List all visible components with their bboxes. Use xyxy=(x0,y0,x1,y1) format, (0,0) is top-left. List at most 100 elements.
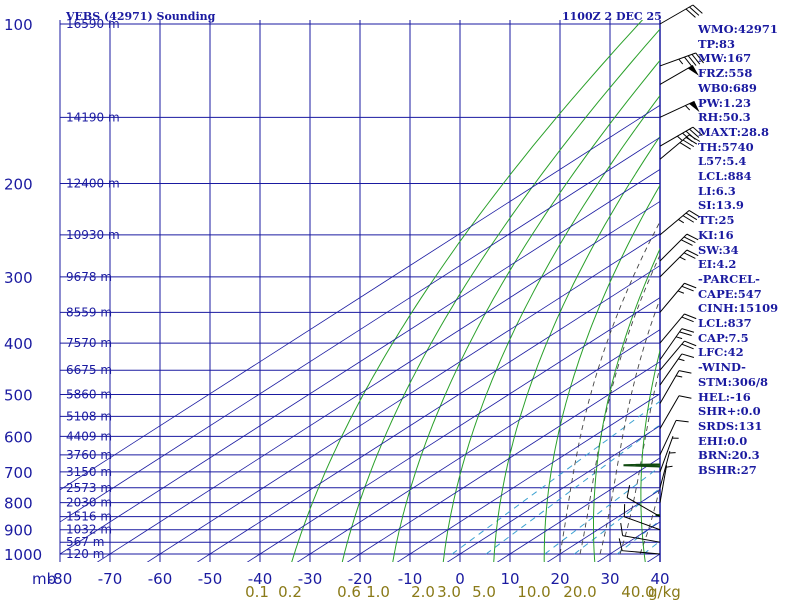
height-label: 10930 m xyxy=(66,228,120,242)
wind-barb-half-flag xyxy=(678,358,685,362)
temperature-tick-label: -10 xyxy=(398,570,423,588)
index-item: KI:16 xyxy=(698,227,734,242)
wind-barb xyxy=(659,313,697,344)
wind-barb-flag xyxy=(684,340,697,347)
wind-barb-flag xyxy=(681,353,695,359)
wind-barb-half-flag xyxy=(675,375,683,378)
wind-barb-staff xyxy=(622,535,661,543)
temperature-trace-line xyxy=(792,24,800,553)
wind-barb xyxy=(659,52,704,68)
wind-barb xyxy=(659,4,703,25)
height-label: 3760 m xyxy=(66,448,112,462)
temperature-tick-label: 10 xyxy=(500,570,519,588)
index-item: CAP:7.5 xyxy=(698,330,749,345)
wind-barb xyxy=(620,523,661,543)
skewed-isotherm xyxy=(496,457,660,562)
dry-adiabat-line xyxy=(543,184,660,562)
wind-barb-staff xyxy=(659,436,674,473)
height-label: 6675 m xyxy=(66,363,112,377)
skewed-isotherm xyxy=(60,104,660,491)
temperature-tick-label: 0 xyxy=(455,570,465,588)
wind-barb-flag xyxy=(684,313,697,320)
index-item: WMO:42971 xyxy=(698,22,778,36)
wind-barb-flag xyxy=(688,134,701,142)
index-item: TH:5740 xyxy=(698,139,754,154)
moist-adiabat-line xyxy=(599,297,660,555)
index-item: L57:5.4 xyxy=(698,154,747,169)
wind-barb xyxy=(659,436,679,473)
skewed-isotherm xyxy=(146,233,660,562)
index-item: -PARCEL- xyxy=(698,271,760,286)
wind-barb-staff xyxy=(659,328,683,361)
height-label: 1516 m xyxy=(66,510,112,524)
wind-barb xyxy=(659,395,692,429)
wind-barb-flag xyxy=(683,252,696,259)
height-label: 2573 m xyxy=(66,481,112,495)
dry-adiabat-line xyxy=(493,135,660,562)
stability-indices-panel: WMO:42971 TP:83 MW:167 FRZ:558 WB0:689 PW:1.2… xyxy=(698,22,778,478)
wind-barb-staff xyxy=(626,497,661,518)
height-label: 4409 m xyxy=(66,429,112,443)
wind-barb-flag xyxy=(682,215,695,223)
wind-barb-flag xyxy=(686,249,699,257)
wind-barb-staff xyxy=(659,100,695,118)
height-label: 8559 m xyxy=(66,305,112,319)
isotherm-lines xyxy=(60,104,660,562)
height-label: 567 m xyxy=(66,535,104,549)
skewed-isotherm xyxy=(296,329,660,562)
wind-barb-flag xyxy=(620,523,624,536)
pressure-tick-label: 400 xyxy=(4,335,33,353)
index-item: TT:25 xyxy=(698,213,735,228)
index-item: EI:4.2 xyxy=(698,257,737,272)
wind-barb-staff xyxy=(659,134,690,160)
height-label: 9678 m xyxy=(66,270,112,284)
pressure-tick-label: 200 xyxy=(4,176,33,194)
temperature-tick-label: 20 xyxy=(550,570,569,588)
wind-barb-flag xyxy=(689,6,700,16)
wind-barb-flag xyxy=(681,343,694,350)
parcel-trace-line xyxy=(792,66,800,553)
wind-barb-flag xyxy=(676,419,689,423)
mixing-ratio-label: 1.0 xyxy=(366,583,390,600)
index-item: STM:306/8 xyxy=(698,374,769,389)
index-item: BSHR:27 xyxy=(698,463,757,478)
index-item: TP:83 xyxy=(698,36,736,51)
wind-barb-staff xyxy=(659,210,690,236)
skewed-isotherm xyxy=(96,200,660,562)
wind-barb-flag xyxy=(684,282,697,289)
wind-barb-staff xyxy=(659,4,694,25)
height-label: 5108 m xyxy=(66,409,112,423)
index-item: SHR+:0.0 xyxy=(698,404,761,419)
wind-barb-staff xyxy=(659,52,696,67)
index-item: -WIND- xyxy=(698,360,746,375)
pressure-tick-label: 700 xyxy=(4,464,33,482)
wind-barb-staff xyxy=(659,249,688,278)
wind-barb-flag xyxy=(680,239,693,246)
wind-barb xyxy=(659,465,673,503)
index-item: CINH:15109 xyxy=(698,301,779,316)
wind-barb xyxy=(659,370,692,404)
wind-barb-flag xyxy=(684,56,693,68)
temperature-tick-label: -80 xyxy=(48,570,73,588)
height-label: 5860 m xyxy=(66,387,112,401)
dry-adiabat-line xyxy=(640,348,660,562)
wind-barb-half-flag xyxy=(676,135,683,141)
mixing-ratio-label: 0.1 xyxy=(245,583,269,600)
wind-barb xyxy=(659,340,697,371)
index-item: MAXT:28.8 xyxy=(698,124,769,139)
wind-barb xyxy=(659,328,695,361)
index-item: CAPE:547 xyxy=(698,286,762,301)
wind-barb-flag xyxy=(618,538,623,551)
mixing-ratio-label: 2.0 xyxy=(411,583,435,600)
height-label: 16590 m xyxy=(66,17,120,31)
pressure-tick-label: 1000 xyxy=(4,546,42,564)
wind-barb-half-flag xyxy=(675,336,683,340)
index-item: HEL:-16 xyxy=(698,389,751,404)
wind-barb xyxy=(659,210,701,236)
wind-barb-flag xyxy=(695,52,704,64)
height-label: 120 m xyxy=(66,547,104,561)
pressure-tick-label: 300 xyxy=(4,269,33,287)
skewed-isotherm xyxy=(196,265,660,562)
wind-barb-staff xyxy=(622,550,661,555)
index-item: RH:50.3 xyxy=(698,110,751,125)
